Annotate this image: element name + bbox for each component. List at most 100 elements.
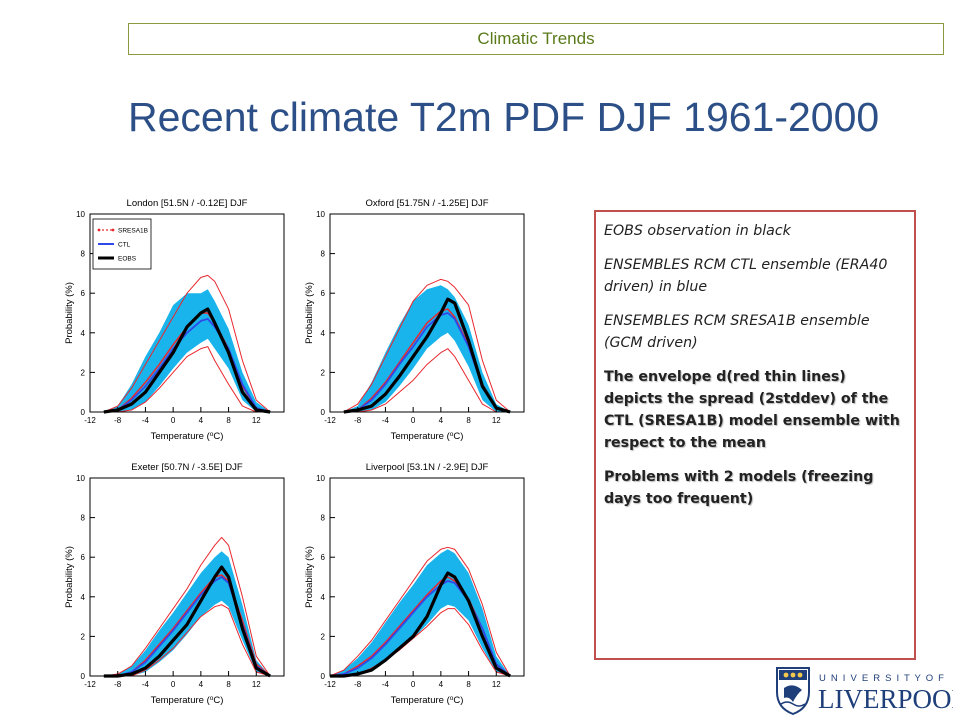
note-ctl: ENSEMBLES RCM CTL ensemble (ERA40 driven… bbox=[604, 257, 888, 295]
plot-frame bbox=[329, 213, 525, 413]
legend-label: SRESA1B bbox=[118, 228, 148, 235]
chart-title: Oxford [51.75N / -1.25E] DJF bbox=[365, 198, 488, 209]
sresa1b-lower-line bbox=[103, 604, 271, 677]
chart-panel-1: 0 2 4 6 8 10 -12 -8 -4 0 4 8 12 Oxford [51.75N / -1.2… bbox=[304, 198, 525, 443]
y-tick-label: 4 bbox=[81, 329, 86, 338]
sresa1b-upper-line bbox=[343, 278, 511, 413]
y-tick-label: 10 bbox=[316, 474, 325, 483]
x-tick-label: 8 bbox=[226, 680, 231, 689]
chart-title: Exeter [50.7N / -3.5E] DJF bbox=[131, 462, 243, 473]
x-tick-label: 12 bbox=[252, 680, 261, 689]
legend-label: CTL bbox=[118, 242, 131, 249]
chart-panel-3: 0 2 4 6 8 10 -12 -8 -4 0 4 8 12 Liverpool [53.1N / -2… bbox=[304, 462, 525, 707]
x-tick-label: -12 bbox=[324, 416, 336, 425]
y-tick-label: 8 bbox=[321, 514, 326, 523]
y-tick-label: 4 bbox=[321, 593, 326, 602]
legend-marker bbox=[111, 228, 115, 232]
x-tick-label: -4 bbox=[382, 680, 390, 689]
y-tick-label: 0 bbox=[321, 672, 326, 681]
plot-frame bbox=[89, 477, 285, 677]
y-tick-label: 0 bbox=[81, 672, 86, 681]
x-tick-label: 12 bbox=[492, 680, 501, 689]
note-eobs: EOBS observation in black bbox=[604, 223, 791, 239]
x-tick-label: -8 bbox=[354, 680, 362, 689]
x-axis-label: Temperature (oC) bbox=[391, 695, 464, 707]
x-tick-label: -4 bbox=[142, 416, 150, 425]
x-axis-label: Temperature (oC) bbox=[391, 431, 464, 443]
degree-superscript: o bbox=[210, 695, 214, 702]
x-tick-label: -8 bbox=[114, 680, 122, 689]
slide-title: Recent climate T2m PDF DJF 1961-2000 bbox=[128, 94, 880, 140]
x-tick-label: -4 bbox=[382, 416, 390, 425]
y-axis-label: Probability (%) bbox=[64, 546, 75, 608]
y-tick-label: 6 bbox=[321, 553, 326, 562]
header-banner: Climatic Trends bbox=[128, 23, 944, 55]
y-tick-label: 4 bbox=[321, 329, 326, 338]
x-axis-label: Temperature (oC) bbox=[151, 695, 224, 707]
university-logo: U N I V E R S I T Y O F LIVERPOOL bbox=[776, 667, 953, 716]
sresa1b-upper-line bbox=[103, 274, 271, 413]
y-tick-label: 8 bbox=[321, 250, 326, 259]
ctl-mean-line bbox=[329, 580, 511, 677]
chart-panel-2: 0 2 4 6 8 10 -12 -8 -4 0 4 8 12 Exeter [50.7N / -3.5E… bbox=[64, 462, 285, 707]
y-tick-label: 8 bbox=[81, 514, 86, 523]
x-tick-label: 0 bbox=[171, 416, 176, 425]
plot-frame bbox=[329, 477, 525, 677]
plot-frame bbox=[89, 213, 285, 413]
eobs-line bbox=[103, 565, 271, 678]
crest-icon bbox=[776, 667, 810, 716]
degree-superscript: o bbox=[210, 431, 214, 438]
x-tick-label: -12 bbox=[84, 416, 96, 425]
y-tick-label: 10 bbox=[76, 210, 85, 219]
x-tick-label: 0 bbox=[171, 680, 176, 689]
y-axis-label: Probability (%) bbox=[304, 282, 315, 344]
sresa1b-upper-line bbox=[329, 546, 511, 677]
eobs-line bbox=[103, 307, 271, 414]
note-envelope: The envelope d(red thin lines) depicts t… bbox=[604, 369, 900, 451]
sresa1b-lower-line bbox=[343, 348, 511, 413]
x-tick-label: 8 bbox=[226, 416, 231, 425]
y-tick-label: 2 bbox=[81, 368, 86, 377]
x-tick-label: -12 bbox=[84, 680, 96, 689]
x-tick-label: 0 bbox=[411, 680, 416, 689]
y-tick-label: 0 bbox=[81, 408, 86, 417]
x-tick-label: 4 bbox=[439, 680, 444, 689]
x-tick-label: -12 bbox=[324, 680, 336, 689]
header-text: Climatic Trends bbox=[477, 29, 595, 48]
y-tick-label: 2 bbox=[321, 368, 326, 377]
x-tick-label: -4 bbox=[142, 680, 150, 689]
y-tick-label: 10 bbox=[316, 210, 325, 219]
y-tick-label: 8 bbox=[81, 250, 86, 259]
y-tick-label: 2 bbox=[81, 632, 86, 641]
x-tick-label: -8 bbox=[354, 416, 362, 425]
sresa1b-upper-line bbox=[103, 536, 271, 677]
y-axis-label: Probability (%) bbox=[64, 282, 75, 344]
y-tick-label: 0 bbox=[321, 408, 326, 417]
degree-superscript: o bbox=[450, 695, 454, 702]
chart-title: Liverpool [53.1N / -2.9E] DJF bbox=[366, 462, 489, 473]
legend-label: EOBS bbox=[118, 256, 137, 263]
eobs-line bbox=[343, 297, 511, 414]
chart-title: London [51.5N / -0.12E] DJF bbox=[127, 198, 248, 209]
logo-top-text: U N I V E R S I T Y O F bbox=[819, 673, 945, 684]
chart-grid: 0 2 4 6 8 10 -12 -8 -4 0 4 8 12 London [51.5N / -0.12… bbox=[64, 198, 525, 707]
x-tick-label: 12 bbox=[252, 416, 261, 425]
note-sresa1b: ENSEMBLES RCM SRESA1B ensemble (GCM driv… bbox=[604, 313, 870, 351]
x-tick-label: 8 bbox=[466, 680, 471, 689]
sresa1b-lower-line bbox=[103, 346, 271, 413]
y-tick-label: 6 bbox=[321, 289, 326, 298]
legend-marker bbox=[97, 228, 101, 232]
x-tick-label: 4 bbox=[199, 416, 204, 425]
y-tick-label: 6 bbox=[81, 289, 86, 298]
eobs-line bbox=[330, 571, 511, 678]
ctl-spread-band bbox=[330, 549, 511, 676]
x-axis-label: Temperature (oC) bbox=[151, 431, 224, 443]
note-problems: Problems with 2 models (freezing days to… bbox=[604, 469, 874, 507]
x-tick-label: -8 bbox=[114, 416, 122, 425]
notes-panel: EOBS observation in black ENSEMBLES RCM … bbox=[594, 210, 916, 660]
y-axis-label: Probability (%) bbox=[304, 546, 315, 608]
y-tick-label: 2 bbox=[321, 632, 326, 641]
chart-panel-0: 0 2 4 6 8 10 -12 -8 -4 0 4 8 12 London [51.5N / -0.12… bbox=[64, 198, 285, 443]
logo-bottom-text: LIVERPOOL bbox=[818, 684, 953, 714]
x-tick-label: 4 bbox=[439, 416, 444, 425]
